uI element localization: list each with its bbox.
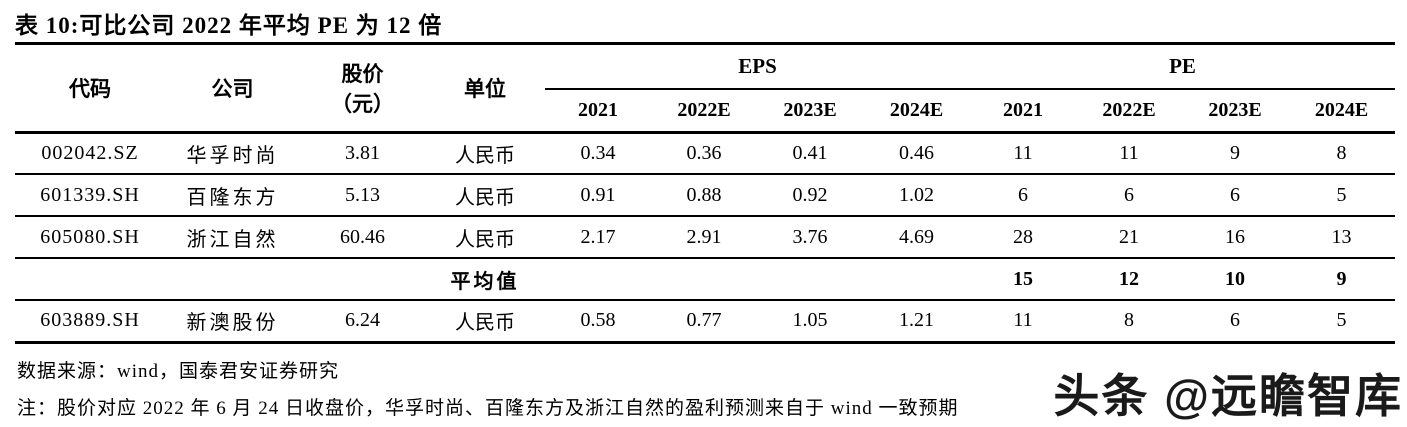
col-header-code: 代码 <box>15 45 165 134</box>
cell-eps-2023e: 0.41 <box>757 132 863 175</box>
cell-pe-2023e: 16 <box>1182 216 1289 259</box>
cell-price: 3.81 <box>300 132 425 175</box>
pe-year-2023e: 2023E <box>1182 89 1289 134</box>
cell-eps-2023e: 1.05 <box>757 300 863 344</box>
cell-pe-2024e: 5 <box>1288 174 1396 217</box>
cell-pe-2021: 28 <box>970 216 1077 259</box>
data-source-line: 数据来源：wind，国泰君安证券研究 <box>17 361 340 382</box>
cell-company: 新澳股份 <box>165 300 300 344</box>
cell-company: 华孚时尚 <box>165 132 300 175</box>
cell-unit: 人民币 <box>425 174 545 217</box>
cell-empty <box>863 258 971 301</box>
cell-pe-2022e: 6 <box>1076 174 1183 217</box>
cell-pe-2024e: 8 <box>1288 132 1396 175</box>
cell-company: 浙江自然 <box>165 216 300 259</box>
cell-avg-pe-2024e: 9 <box>1288 258 1396 301</box>
cell-pe-2023e: 9 <box>1182 132 1289 175</box>
cell-empty <box>651 258 757 301</box>
note-line: 注：股价对应 2022 年 6 月 24 日收盘价，华孚时尚、百隆东方及浙江自然… <box>17 398 959 419</box>
cell-eps-2024e: 0.46 <box>863 132 971 175</box>
eps-year-2024e: 2024E <box>863 89 971 134</box>
cell-pe-2024e: 5 <box>1288 300 1396 344</box>
col-header-price-line1: 股价 <box>341 61 384 86</box>
cell-code: 002042.SZ <box>15 132 165 175</box>
cell-eps-2024e: 1.02 <box>863 174 971 217</box>
group-header-pe: PE <box>970 45 1396 90</box>
eps-year-2023e: 2023E <box>757 89 863 134</box>
cell-empty <box>15 258 165 301</box>
cell-eps-2022e: 0.36 <box>651 132 757 175</box>
col-header-company: 公司 <box>165 45 300 134</box>
col-header-price: 股价 （元） <box>300 45 425 134</box>
cell-pe-2021: 6 <box>970 174 1077 217</box>
cell-pe-2023e: 6 <box>1182 174 1289 217</box>
cell-price: 60.46 <box>300 216 425 259</box>
cell-eps-2021: 0.34 <box>545 132 651 175</box>
cell-pe-2022e: 21 <box>1076 216 1183 259</box>
table-row-bailong: 601339.SH 百隆东方 5.13 人民币 0.91 0.88 0.92 1… <box>15 174 1396 217</box>
table-row-xinao: 603889.SH 新澳股份 6.24 人民币 0.58 0.77 1.05 1… <box>15 300 1396 344</box>
cell-company: 百隆东方 <box>165 174 300 217</box>
cell-pe-2021: 11 <box>970 132 1077 175</box>
cell-eps-2021: 0.58 <box>545 300 651 344</box>
cell-code: 601339.SH <box>15 174 165 217</box>
cell-eps-2022e: 0.88 <box>651 174 757 217</box>
cell-avg-pe-2022e: 12 <box>1076 258 1183 301</box>
table-row-huafu: 002042.SZ 华孚时尚 3.81 人民币 0.34 0.36 0.41 0… <box>15 132 1396 175</box>
table-title: 表 10:可比公司 2022 年平均 PE 为 12 倍 <box>15 13 443 38</box>
cell-eps-2022e: 0.77 <box>651 300 757 344</box>
table-row-zhejiang: 605080.SH 浙江自然 60.46 人民币 2.17 2.91 3.76 … <box>15 216 1396 259</box>
cell-code: 603889.SH <box>15 300 165 344</box>
eps-year-2022e: 2022E <box>651 89 757 134</box>
cell-code: 605080.SH <box>15 216 165 259</box>
cell-pe-2022e: 8 <box>1076 300 1183 344</box>
group-header-eps: EPS <box>545 45 971 90</box>
cell-eps-2022e: 2.91 <box>651 216 757 259</box>
cell-eps-2024e: 4.69 <box>863 216 971 259</box>
pe-year-2022e: 2022E <box>1076 89 1183 134</box>
title-rule <box>15 42 1395 45</box>
cell-pe-2021: 11 <box>970 300 1077 344</box>
cell-eps-2024e: 1.21 <box>863 300 971 344</box>
cell-unit: 人民币 <box>425 300 545 344</box>
cell-empty <box>165 258 300 301</box>
cell-price: 6.24 <box>300 300 425 344</box>
pe-year-2021: 2021 <box>970 89 1077 134</box>
cell-avg-pe-2023e: 10 <box>1182 258 1289 301</box>
cell-eps-2023e: 0.92 <box>757 174 863 217</box>
cell-average-label: 平均值 <box>425 258 545 301</box>
group-header-row: 代码 公司 股价 （元） 单位 EPS PE <box>15 45 1396 134</box>
cell-price: 5.13 <box>300 174 425 217</box>
cell-unit: 人民币 <box>425 132 545 175</box>
cell-empty <box>545 258 651 301</box>
cell-pe-2023e: 6 <box>1182 300 1289 344</box>
comparable-companies-table: 代码 公司 股价 （元） 单位 EPS PE 2021 2022E 2023E … <box>15 45 1396 344</box>
year-header-row: 2021 2022E 2023E 2024E 2021 2022E 2023E … <box>15 89 1396 134</box>
cell-unit: 人民币 <box>425 216 545 259</box>
cell-eps-2021: 0.91 <box>545 174 651 217</box>
cell-avg-pe-2021: 15 <box>970 258 1077 301</box>
cell-pe-2024e: 13 <box>1288 216 1396 259</box>
col-header-unit: 单位 <box>425 45 545 134</box>
cell-pe-2022e: 11 <box>1076 132 1183 175</box>
pe-year-2024e: 2024E <box>1288 89 1396 134</box>
cell-empty <box>300 258 425 301</box>
cell-empty <box>757 258 863 301</box>
eps-year-2021: 2021 <box>545 89 651 134</box>
cell-eps-2021: 2.17 <box>545 216 651 259</box>
watermark: 头条 @远瞻智库 <box>1053 370 1403 422</box>
col-header-price-line2: （元） <box>331 91 394 116</box>
cell-eps-2023e: 3.76 <box>757 216 863 259</box>
table-row-average: 平均值 15 12 10 9 <box>15 258 1396 301</box>
